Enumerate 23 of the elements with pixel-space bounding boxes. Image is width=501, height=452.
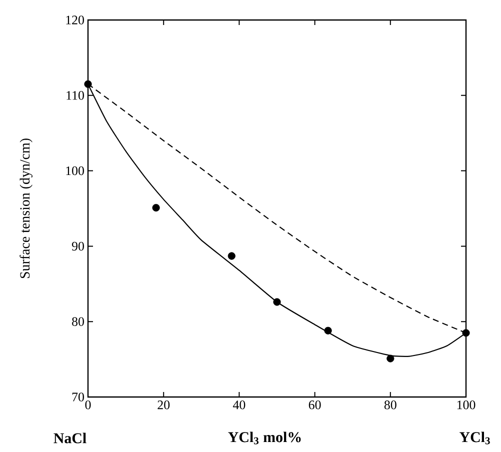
point bbox=[324, 326, 332, 334]
point bbox=[228, 252, 236, 260]
point bbox=[386, 354, 394, 362]
y-tick-label: 120 bbox=[66, 16, 84, 24]
point bbox=[273, 298, 281, 306]
text: YCl$_{3}$ bbox=[460, 432, 490, 444]
x-tick-label: 20 bbox=[158, 400, 170, 410]
text: NaCl bbox=[54, 432, 86, 444]
x-tick-label: 100 bbox=[457, 400, 476, 410]
point bbox=[152, 204, 160, 212]
point bbox=[462, 329, 470, 337]
y-tick-label: 80 bbox=[72, 317, 84, 326]
x-tick-label: 60 bbox=[308, 400, 321, 410]
y-tick-label: 110 bbox=[66, 91, 84, 100]
point bbox=[84, 80, 92, 88]
x-tick-label: 0 bbox=[85, 400, 91, 410]
y-tick-label: 70 bbox=[72, 392, 84, 402]
y-tick-label: 100 bbox=[66, 166, 84, 176]
x-tick-label: 40 bbox=[232, 400, 246, 410]
x-axis-title: YCl$_{3}$ mol% bbox=[228, 432, 301, 444]
y-tick-label: 90 bbox=[72, 242, 84, 251]
y-axis-title: Surface tension (dyn/cm) bbox=[20, 138, 32, 278]
x-tick-label: 80 bbox=[384, 400, 396, 410]
